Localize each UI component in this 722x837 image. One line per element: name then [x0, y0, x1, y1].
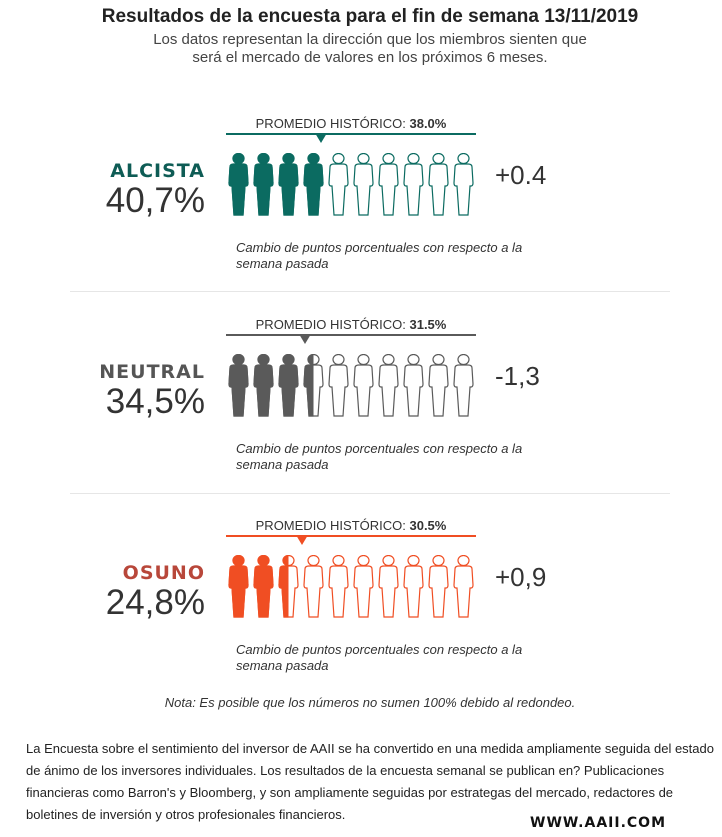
person-icon — [228, 555, 249, 618]
person-icon — [253, 153, 274, 216]
divider — [70, 291, 670, 292]
weekly-change: +0.4 — [495, 160, 547, 190]
person-icon — [378, 555, 399, 618]
historical-average: PROMEDIO HISTÓRICO: 31.5% — [226, 317, 476, 332]
person-icon — [303, 555, 324, 618]
person-icon — [403, 153, 424, 216]
sentiment-label: ALCISTA — [110, 160, 205, 182]
avg-label: PROMEDIO HISTÓRICO: — [255, 518, 410, 533]
divider — [70, 493, 670, 494]
rounding-note: Nota: Es posible que los números no sume… — [164, 695, 576, 710]
section-bearish: PROMEDIO HISTÓRICO: 30.5% OSUNO 24,8% +0… — [0, 508, 722, 708]
avg-value: 30.5% — [409, 518, 447, 533]
historical-average: PROMEDIO HISTÓRICO: 38.0% — [226, 116, 476, 131]
person-icon — [278, 354, 299, 417]
sentiment-percent: 40,7% — [105, 181, 205, 220]
average-bar — [226, 535, 476, 537]
subtitle-line: Los datos representan la dirección que l… — [153, 31, 587, 48]
person-icon — [303, 153, 324, 216]
weekly-change: +0,9 — [495, 562, 547, 592]
avg-value: 31.5% — [409, 317, 447, 332]
person-icon — [228, 354, 249, 417]
person-icon — [353, 354, 374, 417]
person-icon — [278, 153, 299, 216]
sentiment-label: OSUNO — [122, 562, 205, 584]
sentiment-label: NEUTRAL — [99, 361, 205, 383]
person-icons — [228, 555, 474, 618]
person-icons — [228, 354, 474, 417]
person-icon — [328, 354, 349, 417]
person-icon — [378, 354, 399, 417]
person-icon — [328, 555, 349, 618]
avg-label: PROMEDIO HISTÓRICO: — [255, 317, 410, 332]
section-bullish: PROMEDIO HISTÓRICO: 38.0% ALCISTA 40,7% … — [0, 106, 722, 306]
person-icon — [453, 555, 474, 618]
person-icon — [378, 153, 399, 216]
avg-label: PROMEDIO HISTÓRICO: — [255, 116, 410, 131]
person-icon — [453, 153, 474, 216]
person-icon — [328, 153, 349, 216]
person-icon — [303, 354, 324, 417]
historical-average: PROMEDIO HISTÓRICO: 30.5% — [226, 518, 476, 533]
person-icon — [428, 555, 449, 618]
average-marker — [296, 535, 309, 545]
section-neutral: PROMEDIO HISTÓRICO: 31.5% NEUTRAL 34,5% … — [0, 307, 722, 507]
website-logo: WWW.AAII.COM — [530, 815, 667, 831]
person-icon — [453, 354, 474, 417]
change-caption: Cambio de puntos porcentuales con respec… — [236, 441, 523, 472]
average-bar — [226, 133, 476, 135]
avg-value: 38.0% — [409, 116, 447, 131]
subtitle-line: será el mercado de valores en los próxim… — [192, 49, 548, 66]
person-icon — [428, 153, 449, 216]
change-caption: Cambio de puntos porcentuales con respec… — [236, 642, 523, 673]
person-icon — [353, 153, 374, 216]
person-icon — [253, 354, 274, 417]
weekly-change: -1,3 — [495, 361, 540, 391]
person-icons — [228, 153, 474, 216]
sentiment-percent: 34,5% — [105, 382, 205, 421]
page-title: Resultados de la encuesta para el fin de… — [101, 6, 639, 27]
person-icon — [403, 354, 424, 417]
person-icon — [228, 153, 249, 216]
person-icon — [403, 555, 424, 618]
person-icon — [428, 354, 449, 417]
sentiment-percent: 24,8% — [105, 583, 205, 622]
subtitle: Los datos representan la dirección que l… — [0, 31, 722, 67]
person-icon — [353, 555, 374, 618]
change-caption: Cambio de puntos porcentuales con respec… — [236, 240, 523, 271]
average-marker — [315, 133, 327, 143]
person-icon — [278, 555, 299, 618]
person-icon — [253, 555, 274, 618]
description-paragraph: La Encuesta sobre el sentimiento del inv… — [26, 741, 714, 822]
average-marker — [298, 334, 311, 344]
average-bar — [226, 334, 476, 336]
